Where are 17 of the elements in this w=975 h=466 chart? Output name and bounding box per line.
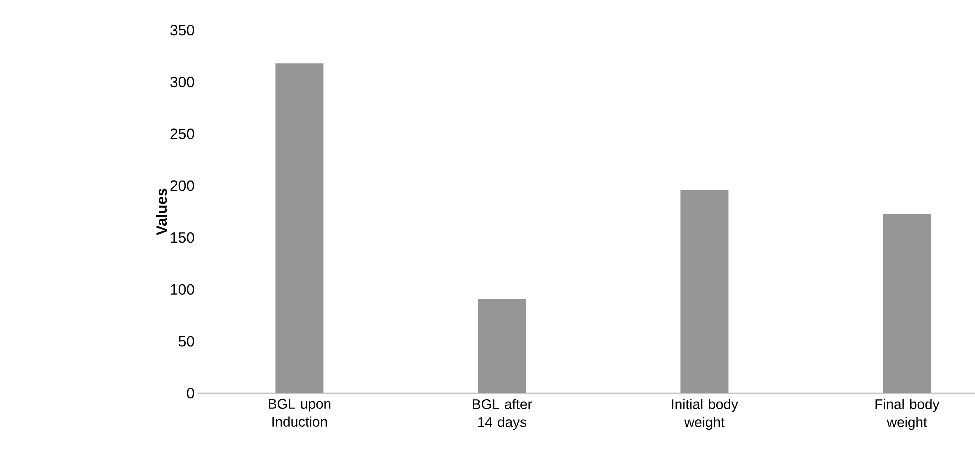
y-tick-label: 0 — [187, 388, 194, 399]
y-tick-label: 100 — [171, 284, 194, 295]
bar — [478, 299, 526, 394]
y-tick-label: 50 — [178, 336, 194, 347]
y-tick-label: 300 — [170, 76, 194, 88]
bar — [680, 190, 729, 394]
y-tick-label: 250 — [170, 128, 194, 140]
x-tick-label: BGL upon Induction — [269, 399, 331, 427]
y-tick-label: 200 — [170, 180, 194, 192]
x-tick-label: Initial body weight — [672, 399, 738, 430]
y-tick-label: 350 — [170, 25, 194, 36]
x-tick-label: BGL after 14 days — [473, 399, 532, 430]
x-tick-label: Final body weight — [876, 399, 940, 430]
bar — [276, 64, 324, 394]
y-tick-label: 150 — [171, 232, 194, 244]
y-axis-title: Values — [156, 188, 168, 236]
bar — [883, 214, 932, 394]
